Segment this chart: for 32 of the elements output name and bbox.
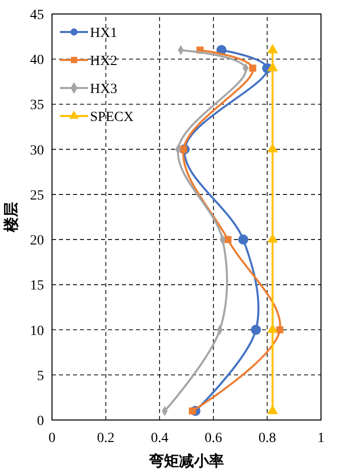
x-tick-label: 0.4 bbox=[150, 431, 168, 446]
y-tick-label: 5 bbox=[37, 368, 44, 384]
point bbox=[249, 64, 256, 72]
y-tick-label: 45 bbox=[30, 8, 44, 23]
point bbox=[238, 234, 248, 245]
point bbox=[267, 404, 278, 414]
point bbox=[267, 324, 278, 333]
y-tick-label: 10 bbox=[30, 324, 44, 339]
x-axis-title: 弯矩减小率 bbox=[148, 452, 224, 470]
x-tick-label: 0 bbox=[48, 431, 56, 446]
y-tick-label: 40 bbox=[30, 53, 44, 68]
x-tick-label: 0.8 bbox=[258, 431, 276, 446]
y-tick-label: 15 bbox=[30, 278, 44, 294]
point bbox=[224, 236, 232, 244]
x-tick-label: 0.6 bbox=[204, 431, 222, 446]
legend-label: HX2 bbox=[90, 54, 118, 69]
point bbox=[267, 233, 278, 243]
point bbox=[276, 326, 284, 334]
legend-label: HX1 bbox=[90, 26, 118, 41]
point bbox=[180, 146, 188, 153]
y-tick-label: 0 bbox=[37, 414, 44, 429]
legend-label: HX3 bbox=[90, 82, 118, 97]
x-tick-label: 1 bbox=[318, 431, 324, 446]
y-axis-title: 楼层 bbox=[3, 202, 20, 233]
point bbox=[188, 407, 196, 415]
y-tick-label: 20 bbox=[30, 234, 44, 249]
point bbox=[250, 324, 261, 335]
x-tick-label: 0.2 bbox=[97, 431, 115, 446]
y-tick-label: 30 bbox=[30, 143, 44, 158]
legend-label: SPECX bbox=[90, 110, 134, 125]
y-tick-label: 35 bbox=[30, 98, 44, 114]
y-tick-label: 25 bbox=[30, 188, 44, 204]
